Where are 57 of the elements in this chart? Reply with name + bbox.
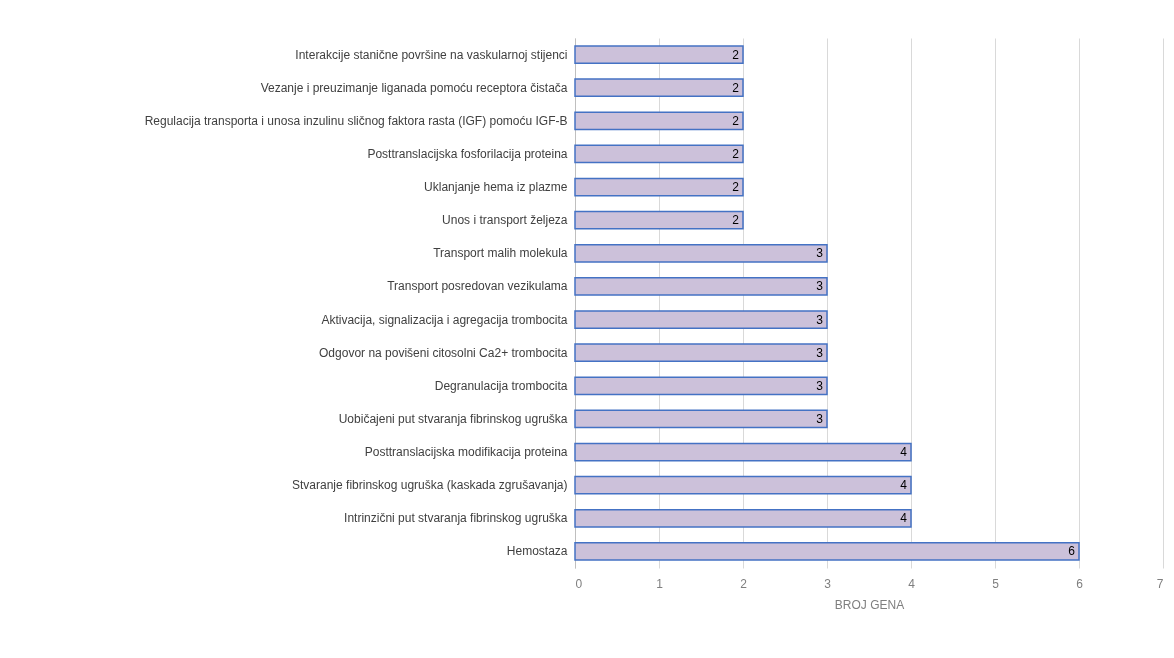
bar <box>574 78 744 98</box>
bar <box>574 409 828 429</box>
data-label: 2 <box>732 146 740 161</box>
bar <box>574 277 828 296</box>
y-tick-label: Posttranslacijska modifikacija proteina <box>364 445 568 460</box>
x-tick-label: 2 <box>740 576 748 591</box>
y-tick-label: Aktivacija, signalizacija i agregacija trombocita <box>321 312 568 327</box>
bar <box>574 343 828 363</box>
y-tick-label: Odgovor na povišeni citosolni Ca2+ trombocita <box>319 345 568 360</box>
y-tick-label: Degranulacija trombocita <box>434 378 568 393</box>
bar <box>574 111 744 131</box>
x-tick-label: 7 <box>1156 576 1164 591</box>
data-label: 2 <box>732 180 740 195</box>
data-label: 4 <box>900 511 908 526</box>
x-tick-label: 6 <box>1076 576 1084 591</box>
y-tick-label: Vezanje i preuzimanje liganada pomoću receptora čistača <box>260 80 568 95</box>
data-label: 2 <box>732 213 740 228</box>
data-label: 3 <box>816 312 824 327</box>
bar <box>574 144 744 164</box>
data-label: 3 <box>816 411 824 426</box>
y-tick-label: Intrinzični put stvaranja fibrinskog ugruška <box>344 511 568 526</box>
data-label: 4 <box>900 478 908 493</box>
x-tick-label: 4 <box>908 576 916 591</box>
bar <box>574 177 744 197</box>
bar <box>574 45 744 64</box>
x-tick-label: 1 <box>656 576 664 591</box>
y-tick-label: Regulacija transporta i unosa inzulinu sličnog faktora rasta (IGF) pomoću IGF-B <box>144 113 568 128</box>
y-tick-label: Interakcije stanične površine na vaskularnoj stijenci <box>295 47 568 62</box>
y-tick-label: Posttranslacijska fosforilacija proteina <box>367 146 568 161</box>
bar <box>574 376 828 396</box>
y-tick-label: Uobičajeni put stvaranja fibrinskog ugruška <box>338 411 568 426</box>
y-tick-label: Transport posredovan vezikulama <box>387 279 568 294</box>
bar <box>574 475 912 495</box>
y-tick-label: Unos i transport željeza <box>442 213 568 228</box>
x-tick-label: 5 <box>992 576 1000 591</box>
bar <box>574 310 828 329</box>
bar <box>574 243 828 263</box>
bar <box>574 210 744 230</box>
data-label: 2 <box>732 113 740 128</box>
bar <box>574 442 912 462</box>
data-label: 3 <box>816 279 824 294</box>
x-tick-label: 3 <box>824 576 832 591</box>
data-label: 3 <box>816 246 824 261</box>
bar <box>574 542 1080 561</box>
data-label: 3 <box>816 378 824 393</box>
data-label: 3 <box>816 345 824 360</box>
x-axis-title: BROJ GENA <box>834 597 905 612</box>
data-label: 2 <box>732 80 740 95</box>
x-tick-label: 0 <box>575 576 583 591</box>
y-tick-label: Uklanjanje hema iz plazme <box>424 180 568 195</box>
y-tick-label: Transport malih molekula <box>433 246 568 261</box>
data-label: 2 <box>732 47 740 62</box>
bar <box>574 508 912 528</box>
y-tick-label: Hemostaza <box>506 544 568 559</box>
y-tick-label: Stvaranje fibrinskog ugruška (kaskada zgrušavanja) <box>292 478 568 493</box>
data-label: 6 <box>1068 544 1076 559</box>
data-label: 4 <box>900 445 908 460</box>
